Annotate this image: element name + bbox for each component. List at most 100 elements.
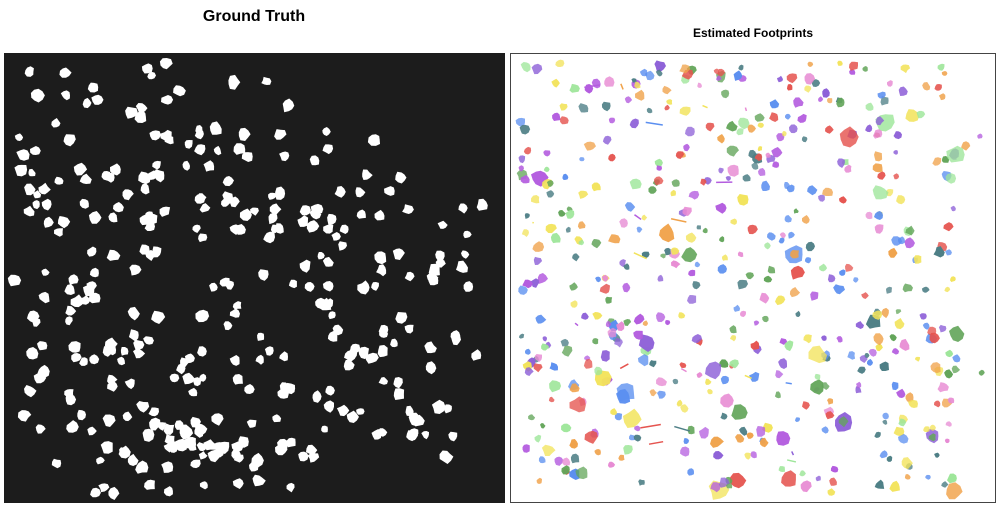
- footprint-blob: [893, 173, 900, 180]
- footprint-blob: [827, 488, 836, 496]
- footprint-blob: [535, 314, 547, 324]
- footprint-blob: [750, 451, 757, 459]
- cell-blob: [14, 133, 24, 141]
- cell-blob: [127, 453, 139, 466]
- cell-blob: [182, 372, 195, 385]
- footprint-blob: [740, 310, 746, 317]
- cell-blob: [71, 353, 82, 363]
- footprint-blob: [879, 450, 888, 459]
- cell-blob: [350, 343, 361, 354]
- footprint-blob: [688, 269, 696, 277]
- footprint-blob: [925, 474, 931, 480]
- footprint-blob: [793, 97, 804, 108]
- footprint-blob: [757, 122, 764, 128]
- footprint-blob: [874, 479, 885, 489]
- footprint-blob: [592, 312, 603, 320]
- cell-blob: [390, 338, 398, 348]
- footprint-blob: [657, 274, 664, 282]
- cell-blob: [286, 482, 295, 493]
- footprint-blob: [779, 232, 786, 239]
- cell-blob: [304, 282, 315, 292]
- cell-blob: [336, 404, 350, 417]
- footprint-blob: [836, 336, 843, 343]
- footprint-blob: [769, 112, 779, 122]
- footprint-blob: [638, 479, 645, 486]
- footprint-blob: [879, 361, 889, 371]
- cell-blob: [343, 359, 355, 371]
- cell-blob: [26, 347, 39, 360]
- cell-blob: [228, 74, 241, 90]
- cell-blob: [328, 311, 336, 320]
- cell-blob: [327, 213, 337, 225]
- footprint-streak: [648, 440, 664, 445]
- footprint-blob: [608, 461, 616, 468]
- footprint-blob: [569, 396, 586, 413]
- footprint-blob: [934, 400, 941, 408]
- footprint-blob: [943, 222, 954, 232]
- footprint-blob: [679, 106, 691, 116]
- cell-blob: [110, 163, 121, 176]
- cell-blob: [88, 211, 102, 224]
- footprint-blob: [715, 202, 727, 214]
- footprint-blob: [899, 338, 910, 351]
- footprint-blob: [754, 153, 763, 162]
- footprint-blob: [904, 474, 911, 480]
- footprint-blob: [561, 345, 573, 357]
- cell-blob: [161, 95, 174, 105]
- footprint-blob: [533, 256, 543, 265]
- footprint-blob: [758, 168, 766, 176]
- footprint-blob: [702, 227, 708, 234]
- footprint-blob: [949, 325, 965, 342]
- cell-blob: [77, 409, 86, 421]
- footprint-blob: [579, 157, 585, 162]
- cell-blob: [269, 203, 282, 215]
- footprint-blob: [905, 392, 914, 403]
- footprint-blob: [522, 444, 530, 453]
- cell-blob: [392, 248, 405, 260]
- cell-blob: [425, 361, 437, 375]
- cell-blob: [30, 88, 45, 103]
- cell-blob: [54, 176, 64, 185]
- footprint-blob: [577, 221, 586, 229]
- cell-blob: [17, 410, 32, 422]
- cell-blob: [322, 127, 331, 136]
- cell-blob: [463, 281, 474, 292]
- footprint-blob: [929, 332, 940, 344]
- footprint-blob: [520, 62, 531, 73]
- footprint-blob: [641, 214, 648, 221]
- ground-truth-title: Ground Truth: [202, 8, 306, 25]
- footprint-blob: [934, 84, 942, 91]
- footprint-blob: [845, 263, 854, 272]
- cell-blob: [404, 324, 414, 334]
- footprint-blob: [822, 187, 833, 196]
- footprint-blob: [881, 307, 889, 319]
- cell-blob: [65, 305, 77, 316]
- footprint-blob: [930, 362, 941, 374]
- footprint-blob: [730, 335, 737, 342]
- footprint-blob: [717, 68, 726, 77]
- cell-blob: [463, 230, 472, 239]
- cell-blob: [192, 224, 201, 233]
- cell-blob: [133, 348, 146, 359]
- cell-blob: [98, 483, 110, 493]
- ground-truth-background: [4, 53, 505, 503]
- cell-blob: [298, 451, 309, 462]
- footprint-blob: [592, 338, 599, 345]
- cell-blob: [79, 198, 89, 209]
- cell-blob: [406, 430, 419, 442]
- cell-blob: [395, 171, 407, 184]
- footprint-blob: [738, 64, 744, 71]
- footprint-streak: [584, 84, 601, 89]
- footprint-blob: [718, 167, 724, 174]
- cell-blob: [104, 337, 118, 349]
- footprint-blob: [742, 174, 751, 182]
- cell-blob: [404, 271, 415, 282]
- footprint-blob: [811, 79, 821, 87]
- footprint-blob: [531, 195, 540, 204]
- footprint-blob: [541, 444, 556, 456]
- footprint-blob: [814, 373, 821, 381]
- footprint-blob: [775, 370, 784, 379]
- cell-blob: [272, 414, 282, 423]
- footprint-blob: [877, 171, 886, 180]
- footprint-blob: [569, 83, 580, 93]
